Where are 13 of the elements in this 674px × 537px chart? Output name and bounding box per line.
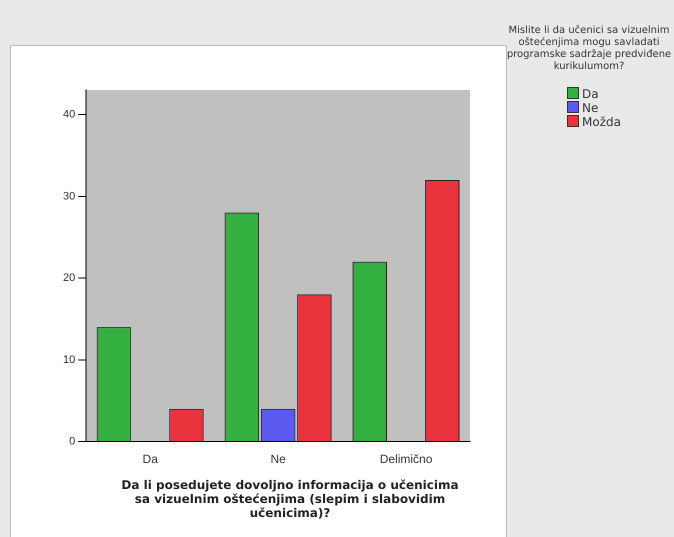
legend-title: Mislite li da učenici sa vizuelnim oštećenjima mogu savladati programske sadržaje predviđene kurikulumom? — [506, 25, 672, 73]
legend-label: Ne — [581, 101, 600, 115]
y-tick-label: 0 — [69, 436, 76, 448]
x-tick-label: Da — [142, 452, 158, 466]
y-tick-label: 40 — [62, 108, 76, 121]
legend-label: Možda — [581, 115, 622, 129]
y-tick-label: 30 — [62, 190, 76, 202]
y-tick-label: 10 — [62, 354, 76, 366]
x-tick-label: Delimično — [380, 452, 433, 466]
x-tick-label: Ne — [270, 452, 286, 466]
y-tick-label: 20 — [62, 272, 76, 284]
x-axis-title: Da li posedujete dovoljno informacija o učenicima sa vizuelnim oštećenjima (slepim i slabovidim učenicima)? — [120, 478, 460, 520]
legend-label: Da — [581, 87, 600, 101]
